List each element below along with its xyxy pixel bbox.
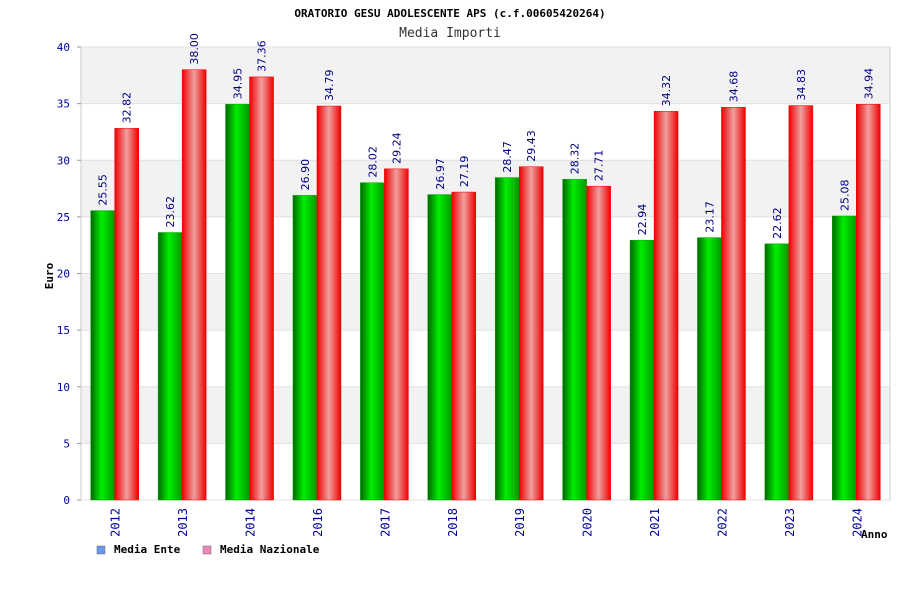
bar-media-nazionale-2014 bbox=[249, 76, 274, 501]
y-tick-label: 35 bbox=[57, 98, 70, 111]
data-label-media-nazionale-2022: 34.68 bbox=[727, 71, 740, 103]
y-tick-label: 30 bbox=[57, 154, 70, 167]
bar-media-ente-2018 bbox=[427, 194, 453, 501]
data-label-media-ente-2023: 22.62 bbox=[771, 207, 784, 239]
data-label-media-nazionale-2012: 32.82 bbox=[121, 92, 134, 124]
data-label-media-ente-2019: 28.47 bbox=[501, 141, 514, 173]
data-label-media-nazionale-2019: 29.43 bbox=[525, 130, 538, 162]
x-axis-ticks: 2012 2013 2014 2016 2017 2018 2019 2020 2021 2022… bbox=[109, 508, 865, 537]
data-label-media-nazionale-2016: 34.79 bbox=[323, 70, 336, 102]
y-tick-label: 20 bbox=[57, 268, 70, 281]
bar-media-nazionale-2022 bbox=[721, 106, 746, 501]
x-tick-label: 2014 bbox=[244, 508, 258, 537]
data-label-media-ente-2013: 23.62 bbox=[164, 196, 177, 228]
x-tick-label: 2020 bbox=[581, 508, 595, 537]
x-tick-label: 2012 bbox=[109, 508, 123, 537]
bar-media-ente-2019 bbox=[494, 177, 520, 501]
x-tick-label: 2018 bbox=[446, 508, 460, 537]
bar-media-ente-2022 bbox=[697, 237, 722, 501]
data-label-media-nazionale-2018: 27.19 bbox=[458, 156, 471, 188]
data-label-media-ente-2014: 34.95 bbox=[232, 68, 245, 100]
y-tick-label: 40 bbox=[57, 41, 70, 54]
data-label-media-ente-2018: 26.97 bbox=[434, 158, 447, 190]
bar-media-nazionale-2017 bbox=[384, 168, 409, 501]
legend-swatch-media-ente bbox=[96, 545, 106, 555]
data-label-media-ente-2012: 25.55 bbox=[97, 174, 110, 206]
data-label-media-nazionale-2023: 34.83 bbox=[795, 69, 808, 101]
legend-label-media-nazionale: Media Nazionale bbox=[220, 543, 320, 556]
bar-media-nazionale-2021 bbox=[653, 111, 679, 501]
bar-media-nazionale-2023 bbox=[788, 105, 814, 501]
data-label-media-ente-2022: 23.17 bbox=[703, 201, 716, 233]
grid-band bbox=[81, 386, 890, 444]
bar-media-ente-2017 bbox=[360, 182, 385, 501]
chart-title: ORATORIO GESU ADOLESCENTE APS (c.f.00605… bbox=[294, 7, 605, 20]
legend-swatch-media-nazionale bbox=[202, 545, 212, 555]
bar-media-ente-2024 bbox=[832, 215, 857, 501]
y-tick-label: 5 bbox=[63, 437, 70, 450]
x-tick-label: 2013 bbox=[176, 508, 190, 537]
x-tick-label: 2017 bbox=[378, 508, 392, 537]
bar-media-nazionale-2019 bbox=[518, 166, 544, 501]
bar-media-ente-2021 bbox=[629, 239, 655, 501]
x-axis-label: Anno bbox=[861, 528, 888, 541]
bar-media-ente-2013 bbox=[157, 232, 183, 501]
data-label-media-nazionale-2021: 34.32 bbox=[660, 75, 673, 107]
data-label-media-nazionale-2024: 34.94 bbox=[862, 68, 875, 100]
x-tick-label: 2019 bbox=[513, 508, 527, 537]
data-label-media-ente-2016: 26.90 bbox=[299, 159, 312, 191]
y-axis-label: Euro bbox=[43, 262, 56, 289]
bar-media-ente-2014 bbox=[225, 103, 250, 501]
data-label-media-nazionale-2013: 38.00 bbox=[188, 33, 201, 65]
bar-media-ente-2012 bbox=[90, 210, 115, 501]
x-tick-label: 2024 bbox=[850, 508, 864, 537]
bar-media-nazionale-2016 bbox=[316, 105, 342, 501]
data-label-media-ente-2021: 22.94 bbox=[636, 204, 649, 236]
y-axis-ticks: 0 5 10 15 20 25 30 35 40 bbox=[57, 41, 81, 507]
data-label-media-nazionale-2017: 29.24 bbox=[390, 132, 403, 164]
bar-media-ente-2016 bbox=[292, 195, 318, 501]
legend: Media Ente Media Nazionale bbox=[96, 543, 320, 556]
data-label-media-nazionale-2020: 27.71 bbox=[593, 150, 606, 182]
x-tick-label: 2023 bbox=[783, 508, 797, 537]
bars bbox=[90, 69, 881, 501]
data-label-media-ente-2020: 28.32 bbox=[569, 143, 582, 175]
data-labels: 25.55 32.82 23.62 38.00 34.95 37.36 26.90 34.79… bbox=[97, 33, 876, 239]
bar-media-nazionale-2013 bbox=[181, 69, 207, 501]
bar-media-nazionale-2012 bbox=[114, 128, 139, 501]
bar-media-nazionale-2020 bbox=[586, 185, 611, 501]
x-tick-label: 2022 bbox=[715, 508, 729, 537]
data-label-media-ente-2024: 25.08 bbox=[838, 179, 851, 211]
grid-band bbox=[81, 273, 890, 331]
grid-band bbox=[81, 160, 890, 217]
y-tick-label: 15 bbox=[57, 324, 70, 337]
bar-media-ente-2020 bbox=[562, 179, 587, 501]
y-tick-label: 0 bbox=[63, 494, 70, 507]
grid-lines bbox=[81, 46, 890, 501]
bar-media-nazionale-2018 bbox=[451, 191, 477, 501]
data-label-media-nazionale-2014: 37.36 bbox=[256, 40, 269, 72]
chart-subtitle: Media Importi bbox=[399, 26, 501, 41]
y-tick-label: 10 bbox=[57, 381, 70, 394]
grid-band bbox=[81, 47, 890, 104]
legend-label-media-ente: Media Ente bbox=[114, 543, 181, 556]
bar-media-ente-2023 bbox=[764, 243, 790, 501]
x-tick-label: 2016 bbox=[311, 508, 325, 537]
bar-media-nazionale-2024 bbox=[856, 104, 881, 501]
data-label-media-ente-2017: 28.02 bbox=[366, 146, 379, 178]
x-tick-label: 2021 bbox=[648, 508, 662, 537]
y-tick-label: 25 bbox=[57, 211, 70, 224]
